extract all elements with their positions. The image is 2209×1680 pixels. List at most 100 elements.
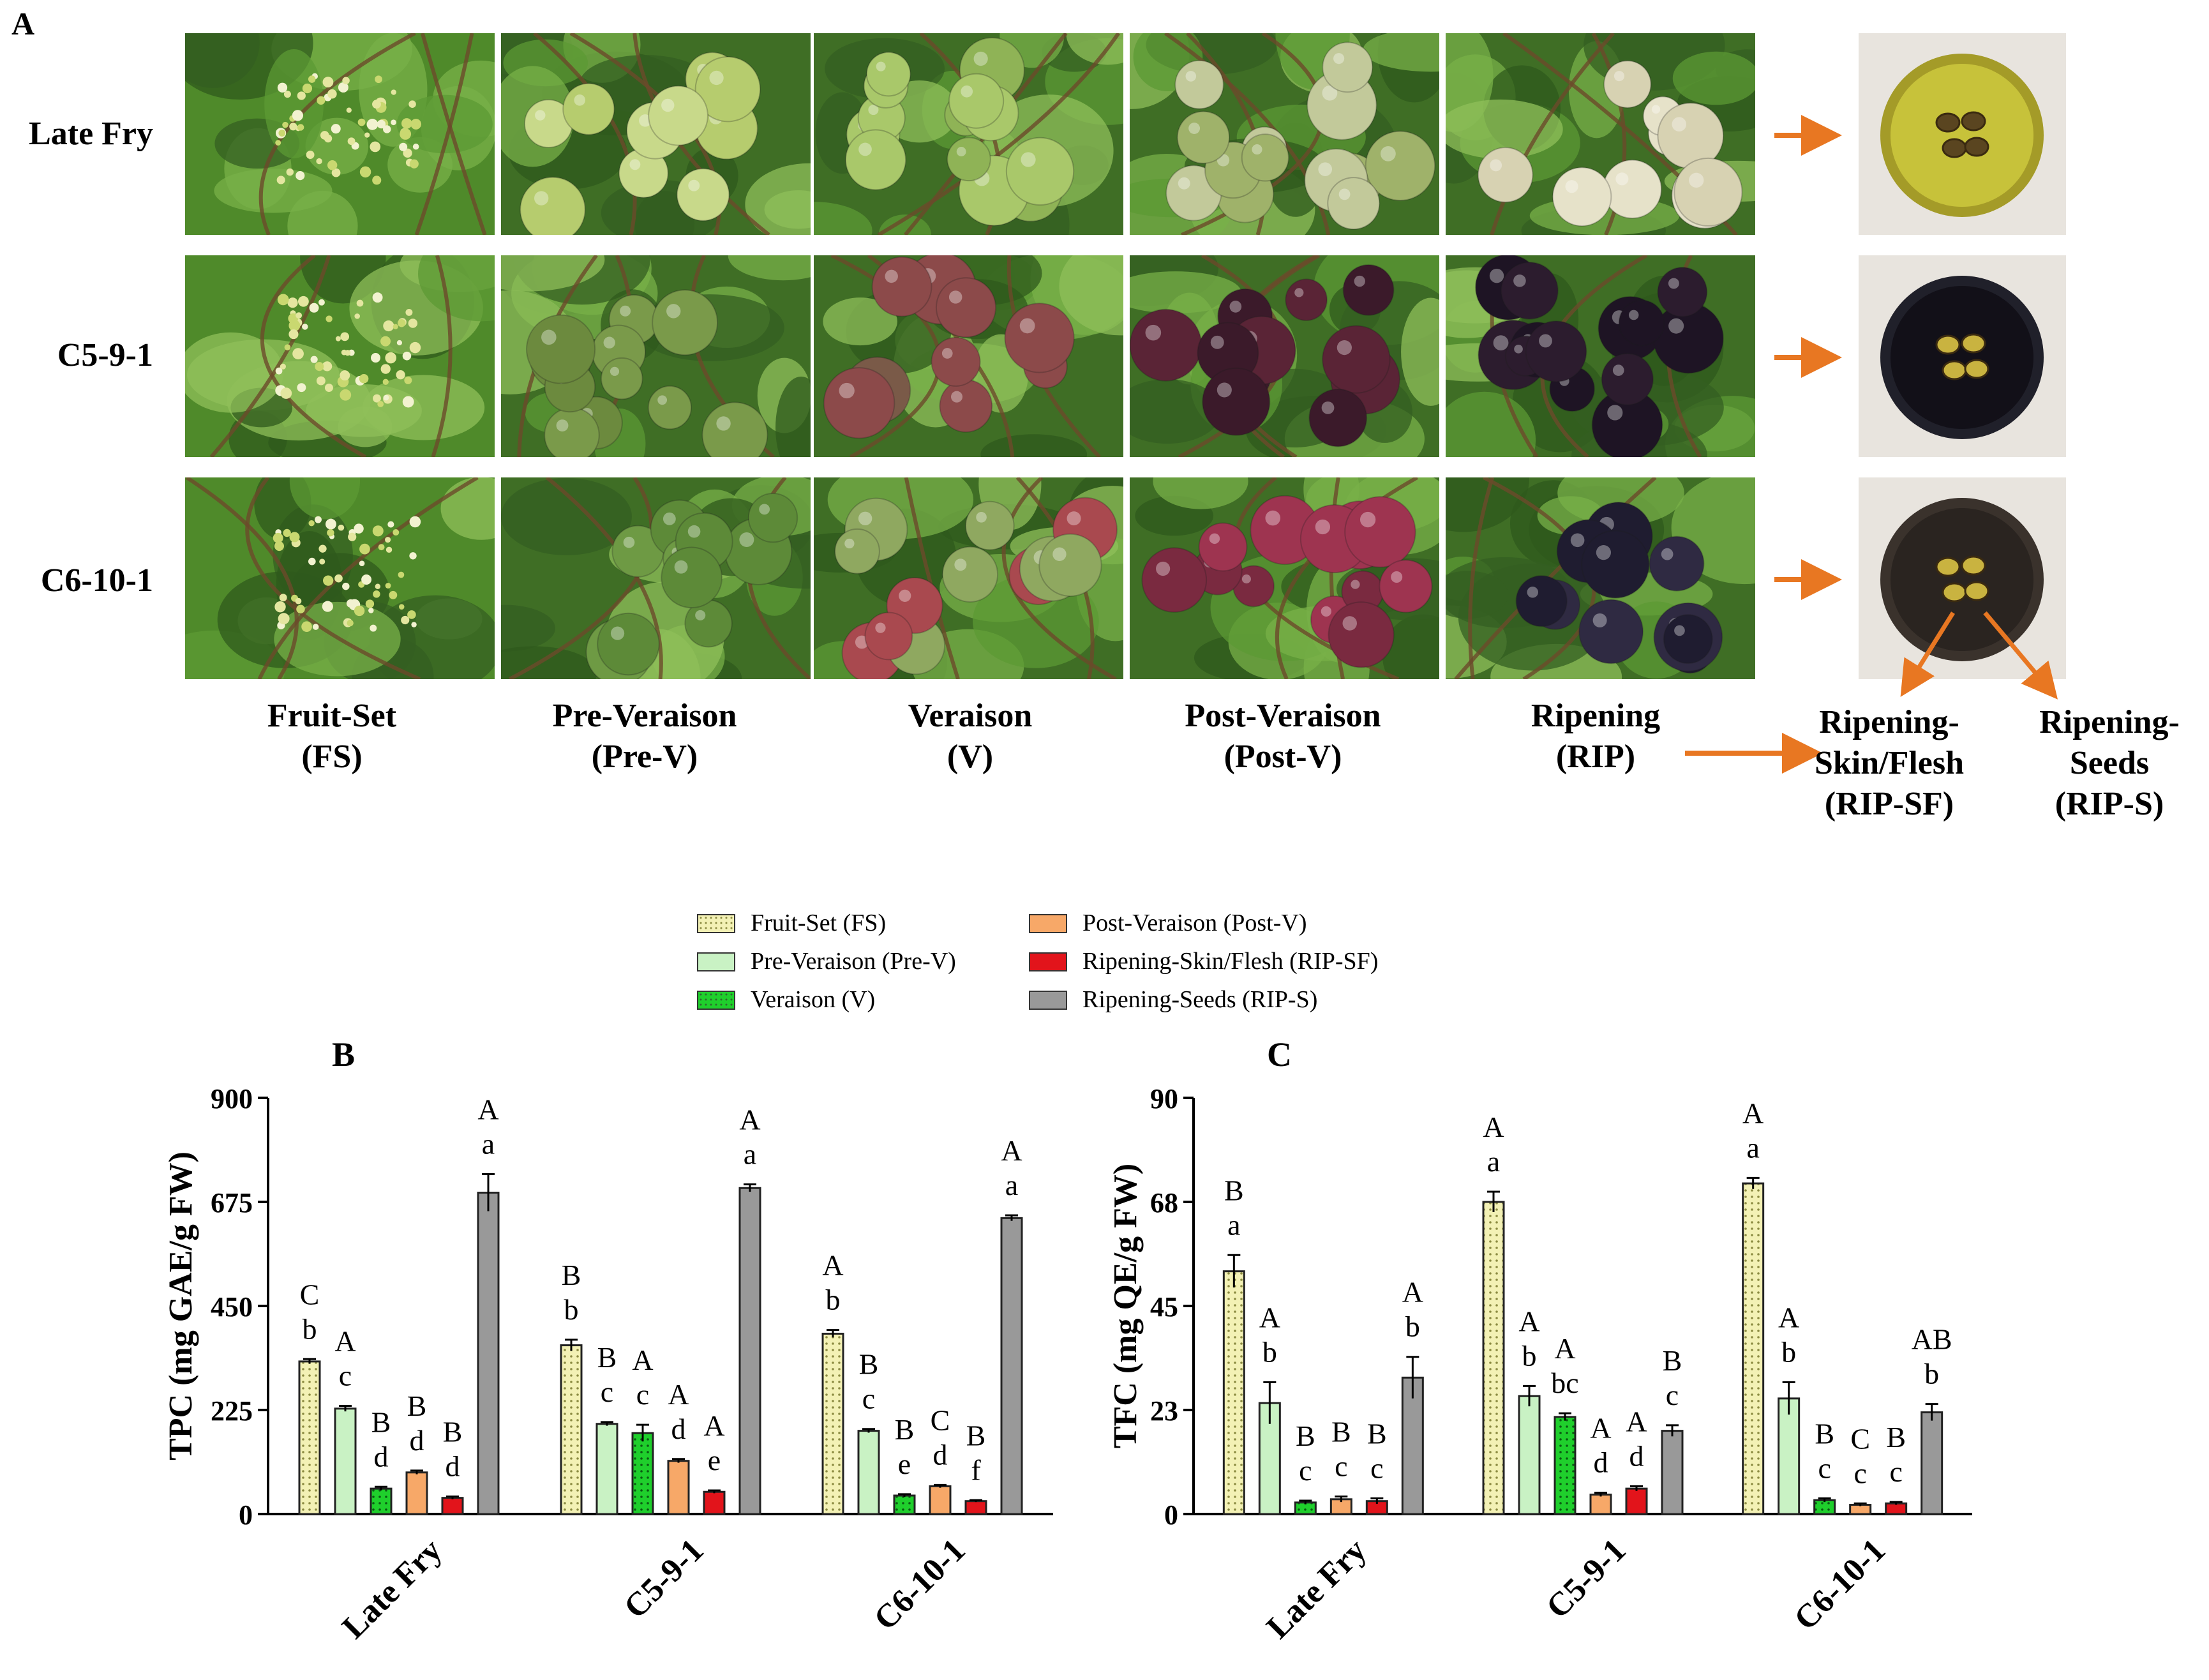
section-photo-r1 [1859,33,2066,235]
sig-letter-upper: B [407,1390,427,1422]
sig-letter-upper: A [1402,1276,1423,1309]
panel-letter-b: B [332,1035,355,1074]
bar-2-3 [1849,1504,1872,1515]
sig-letter-lower: d [933,1438,948,1471]
legend-swatch-2 [697,952,735,971]
y-tick-label: 90 [1150,1083,1178,1114]
photo-r1-c3 [814,33,1123,235]
sig-letter-upper: A [1626,1406,1647,1438]
sig-letter-upper: A [632,1344,653,1376]
sig-letter-lower: a [482,1128,495,1160]
sig-letter-lower: c [1889,1455,1902,1488]
legend-label-4: Post-Veraison (Post-V) [1082,910,1307,936]
legend-label-3: Veraison (V) [751,986,876,1013]
bar-0-5 [1401,1376,1424,1515]
y-tick-label: 900 [211,1083,253,1114]
photo-r1-c1 [185,33,495,235]
sig-letter-upper: A [739,1103,760,1136]
sig-letter-lower: c [1299,1454,1312,1487]
legend-swatch-6 [1029,991,1067,1010]
sig-letter-lower: e [898,1448,911,1480]
sig-letter-lower: b [826,1284,841,1316]
stage-label-pre-v: Pre-Veraison (Pre-V) [552,698,737,775]
sig-letter-upper: B [1224,1174,1244,1206]
bar-2-2 [1813,1499,1836,1515]
legend-label-6: Ripening-Seeds (RIP-S) [1082,986,1318,1013]
sig-letter-lower: d [1629,1440,1644,1473]
legend-label-5: Ripening-Skin/Flesh (RIP-SF) [1082,948,1379,975]
sig-letter-upper: C [1850,1422,1870,1455]
sig-letter-lower: d [671,1413,686,1445]
bar-1-3 [1589,1494,1612,1515]
sig-letter-upper: A [334,1324,356,1357]
sig-letter-upper: B [371,1406,391,1438]
bar-2-4 [964,1500,987,1515]
photo-r3-c3 [814,477,1123,679]
sig-letter-lower: c [339,1359,352,1391]
sig-letter-lower: f [971,1453,981,1486]
bar-1-4 [1625,1487,1648,1515]
photo-r1-c4 [1130,33,1439,235]
sig-letter-lower: d [374,1440,389,1473]
photo-r3-c4 [1130,477,1439,679]
bar-0-0 [1222,1270,1245,1515]
legend-swatch-1 [697,914,735,933]
sig-letter-lower: a [1005,1169,1018,1201]
bar-2-1 [857,1430,880,1515]
sig-letter-lower: b [1405,1310,1420,1343]
sig-letter-lower: a [1487,1145,1500,1178]
arrow-seeds [1983,611,2058,700]
arrow-skin-flesh [1900,611,1955,697]
sig-letter-upper: A [1001,1134,1022,1167]
photo-r3-c5 [1446,477,1755,679]
bar-2-5 [1921,1411,1943,1515]
y-tick-label: 23 [1150,1395,1178,1427]
x-category-label: Late Fry [335,1532,449,1646]
bar-0-0 [298,1360,321,1515]
sig-letter-lower: c [1666,1379,1679,1411]
photo-r1-c2 [501,33,811,235]
sig-letter-upper: A [668,1378,689,1411]
bar-0-1 [334,1407,357,1515]
sig-letter-lower: c [1853,1457,1866,1489]
sig-letter-lower: d [446,1450,460,1482]
sig-letter-lower: bc [1551,1367,1578,1399]
photo-r2-c3 [814,255,1123,457]
photo-r3-c2 [501,477,811,679]
legend-swatch-4 [1029,914,1067,933]
x-category-label: Late Fry [1260,1532,1374,1646]
sig-letter-upper: B [895,1413,915,1446]
bar-1-2 [1554,1416,1576,1515]
legend-label-2: Pre-Veraison (Pre-V) [751,948,956,975]
y-tick-label: 0 [1164,1499,1178,1531]
sig-letter-lower: b [303,1312,317,1345]
bar-1-0 [560,1344,583,1515]
row-label-c6-10-1: C6-10-1 [40,562,153,599]
sig-letter-lower: a [1746,1131,1759,1164]
sig-letter-lower: a [1227,1208,1240,1241]
sig-letter-upper: A [822,1249,843,1282]
sig-letter-lower: b [564,1293,579,1326]
stage-label-rip-sf: Ripening- Skin/Flesh (RIP-SF) [1814,704,1965,822]
sig-letter-upper: B [1663,1344,1682,1377]
sig-letter-upper: A [703,1409,724,1442]
panel-a-arrows [1685,115,2058,774]
sig-letter-upper: B [1367,1417,1387,1450]
bar-2-1 [1778,1397,1801,1515]
row-label-late-fry: Late Fry [29,116,153,152]
bar-2-4 [1885,1502,1908,1515]
x-category-label: C6-10-1 [1787,1532,1892,1637]
sig-letter-upper: B [966,1419,986,1451]
sig-letter-lower: b [1262,1336,1277,1369]
sig-letter-lower: b [1781,1336,1796,1369]
photo-r3-c1 [185,477,495,679]
sig-letter-upper: B [562,1259,581,1291]
photo-r2-c4 [1130,255,1439,457]
sig-letter-upper: B [1886,1421,1906,1453]
sig-letter-upper: A [477,1093,498,1126]
bar-1-4 [703,1490,726,1515]
sig-letter-upper: C [300,1278,320,1310]
panel-letter-c: C [1267,1035,1292,1074]
sig-letter-lower: c [1335,1450,1347,1482]
